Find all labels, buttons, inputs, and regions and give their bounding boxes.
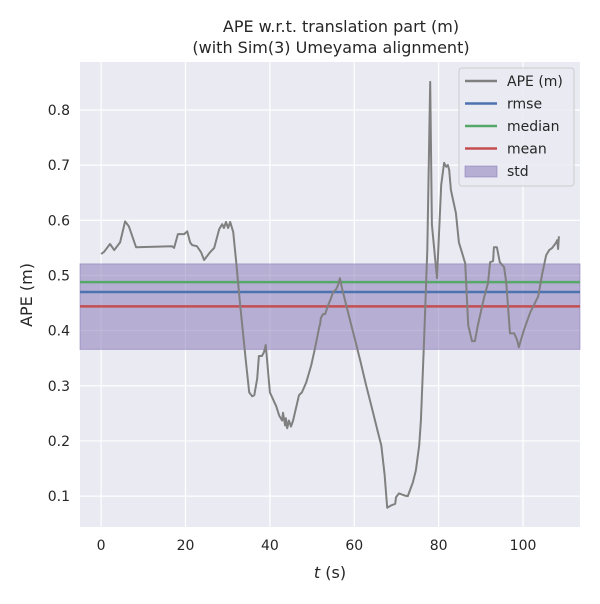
legend: APE (m) rmse median mean std (458, 67, 575, 187)
x-tick-label: 80 (430, 538, 448, 554)
x-tick-label: 20 (177, 538, 195, 554)
x-tick-label: 40 (261, 538, 279, 554)
chart-title-line1: APE w.r.t. translation part (m) (223, 17, 459, 36)
y-tick-label: 0.1 (48, 489, 70, 505)
y-tick-label: 0.5 (48, 268, 70, 284)
x-axis-label: t (s) (314, 563, 346, 582)
ape-series-line (100, 80, 560, 509)
y-tick-label: 0.3 (48, 379, 70, 395)
legend-label: APE (m) (507, 74, 563, 90)
y-axis-label: APE (m) (17, 263, 36, 327)
legend-label: rmse (507, 97, 542, 113)
legend-swatch-std (464, 165, 498, 178)
legend-label: std (507, 164, 529, 180)
y-tick-label: 0.6 (48, 213, 70, 229)
chart-title-line2: (with Sim(3) Umeyama alignment) (192, 38, 469, 57)
x-tick-label: 60 (345, 538, 363, 554)
y-tick-label: 0.7 (48, 158, 70, 174)
legend-label: mean (507, 142, 547, 158)
legend-label: median (507, 119, 559, 135)
x-tick-label: 100 (510, 538, 537, 554)
y-tick-label: 0.4 (48, 324, 70, 340)
y-tick-label: 0.2 (48, 434, 70, 450)
x-tick-label: 0 (97, 538, 106, 554)
y-tick-label: 0.8 (48, 103, 70, 119)
